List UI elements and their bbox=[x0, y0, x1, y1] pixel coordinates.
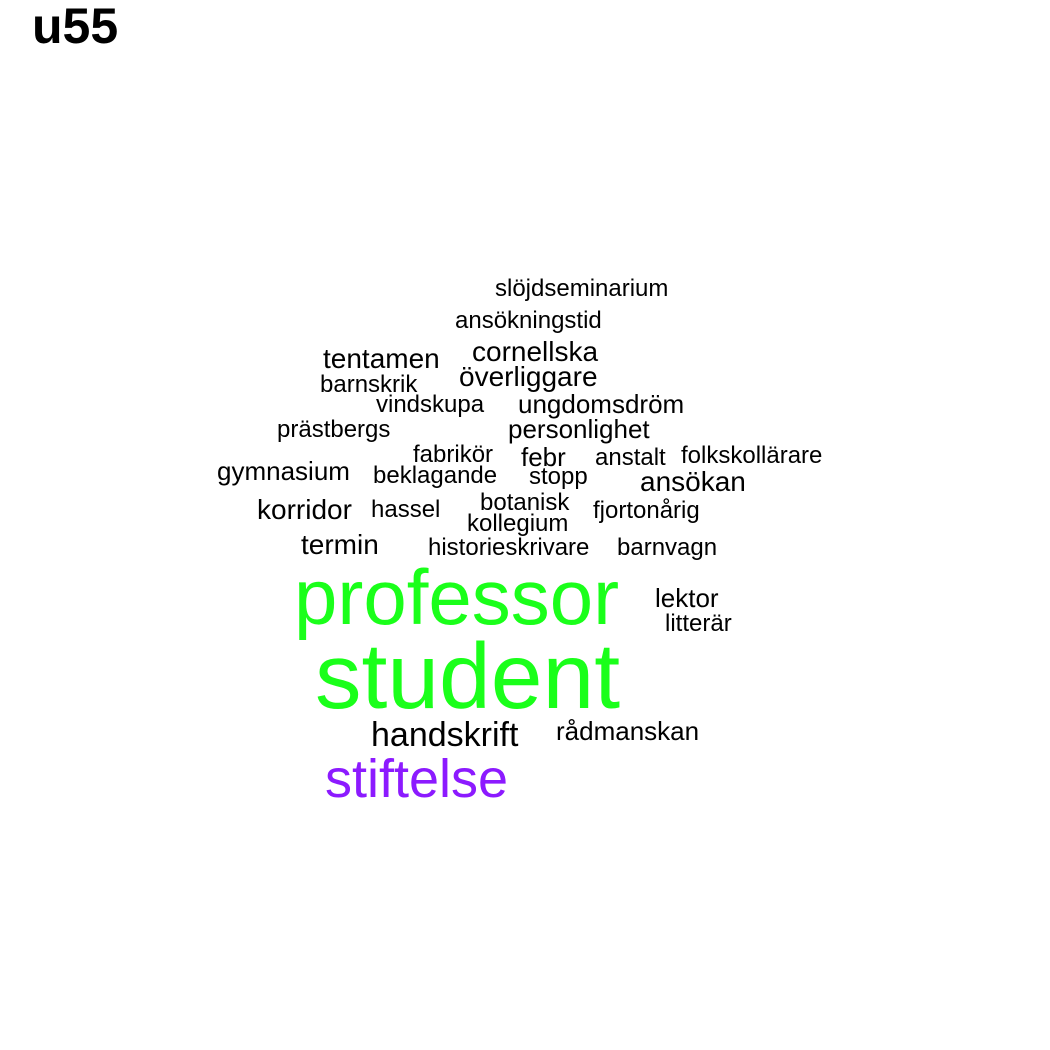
word-ungdomsdrom: ungdomsdröm bbox=[518, 389, 685, 419]
word-lektor: lektor bbox=[655, 583, 719, 613]
word-historieskrivare: historieskrivare bbox=[428, 534, 590, 561]
word-vindskupa: vindskupa bbox=[376, 391, 485, 418]
word-fabrikor: fabrikör bbox=[413, 441, 494, 468]
word-stopp: stopp bbox=[529, 463, 588, 490]
word-ansokan: ansökan bbox=[640, 466, 746, 497]
word-cornellska: cornellska bbox=[472, 336, 599, 367]
word-ansokningstid: ansökningstid bbox=[455, 307, 602, 334]
word-litterar: litterär bbox=[665, 610, 732, 637]
word-professor: professor bbox=[294, 553, 620, 641]
word-beklagande: beklagande bbox=[373, 462, 498, 489]
word-radmanskan: rådmanskan bbox=[556, 716, 700, 746]
word-barnskrik: barnskrik bbox=[320, 371, 418, 398]
word-kollegium: kollegium bbox=[467, 510, 569, 537]
word-gymnasium: gymnasium bbox=[217, 456, 350, 486]
word-botanisk: botanisk bbox=[480, 489, 570, 516]
word-student: student bbox=[315, 624, 621, 728]
word-folkskollarare: folkskollärare bbox=[681, 442, 823, 469]
word-overliggare: överliggare bbox=[459, 361, 598, 392]
word-barnvagn: barnvagn bbox=[617, 534, 718, 561]
word-fjortonarig: fjortonårig bbox=[593, 497, 700, 524]
word-handskrift: handskrift bbox=[371, 716, 519, 754]
word-hassel: hassel bbox=[371, 496, 441, 523]
plot-title: u55 bbox=[32, 0, 119, 54]
word-termin: termin bbox=[301, 529, 379, 560]
word-korridor: korridor bbox=[257, 494, 352, 525]
word-prastbergs: prästbergs bbox=[277, 416, 391, 443]
word-tentamen: tentamen bbox=[323, 343, 440, 374]
word-febr: febr bbox=[521, 442, 566, 472]
word-stiftelse: stiftelse bbox=[325, 749, 509, 809]
word-anstalt: anstalt bbox=[595, 444, 666, 471]
word-personlighet: personlighet bbox=[508, 414, 650, 444]
word-slojdseminarium: slöjdseminarium bbox=[495, 275, 669, 302]
